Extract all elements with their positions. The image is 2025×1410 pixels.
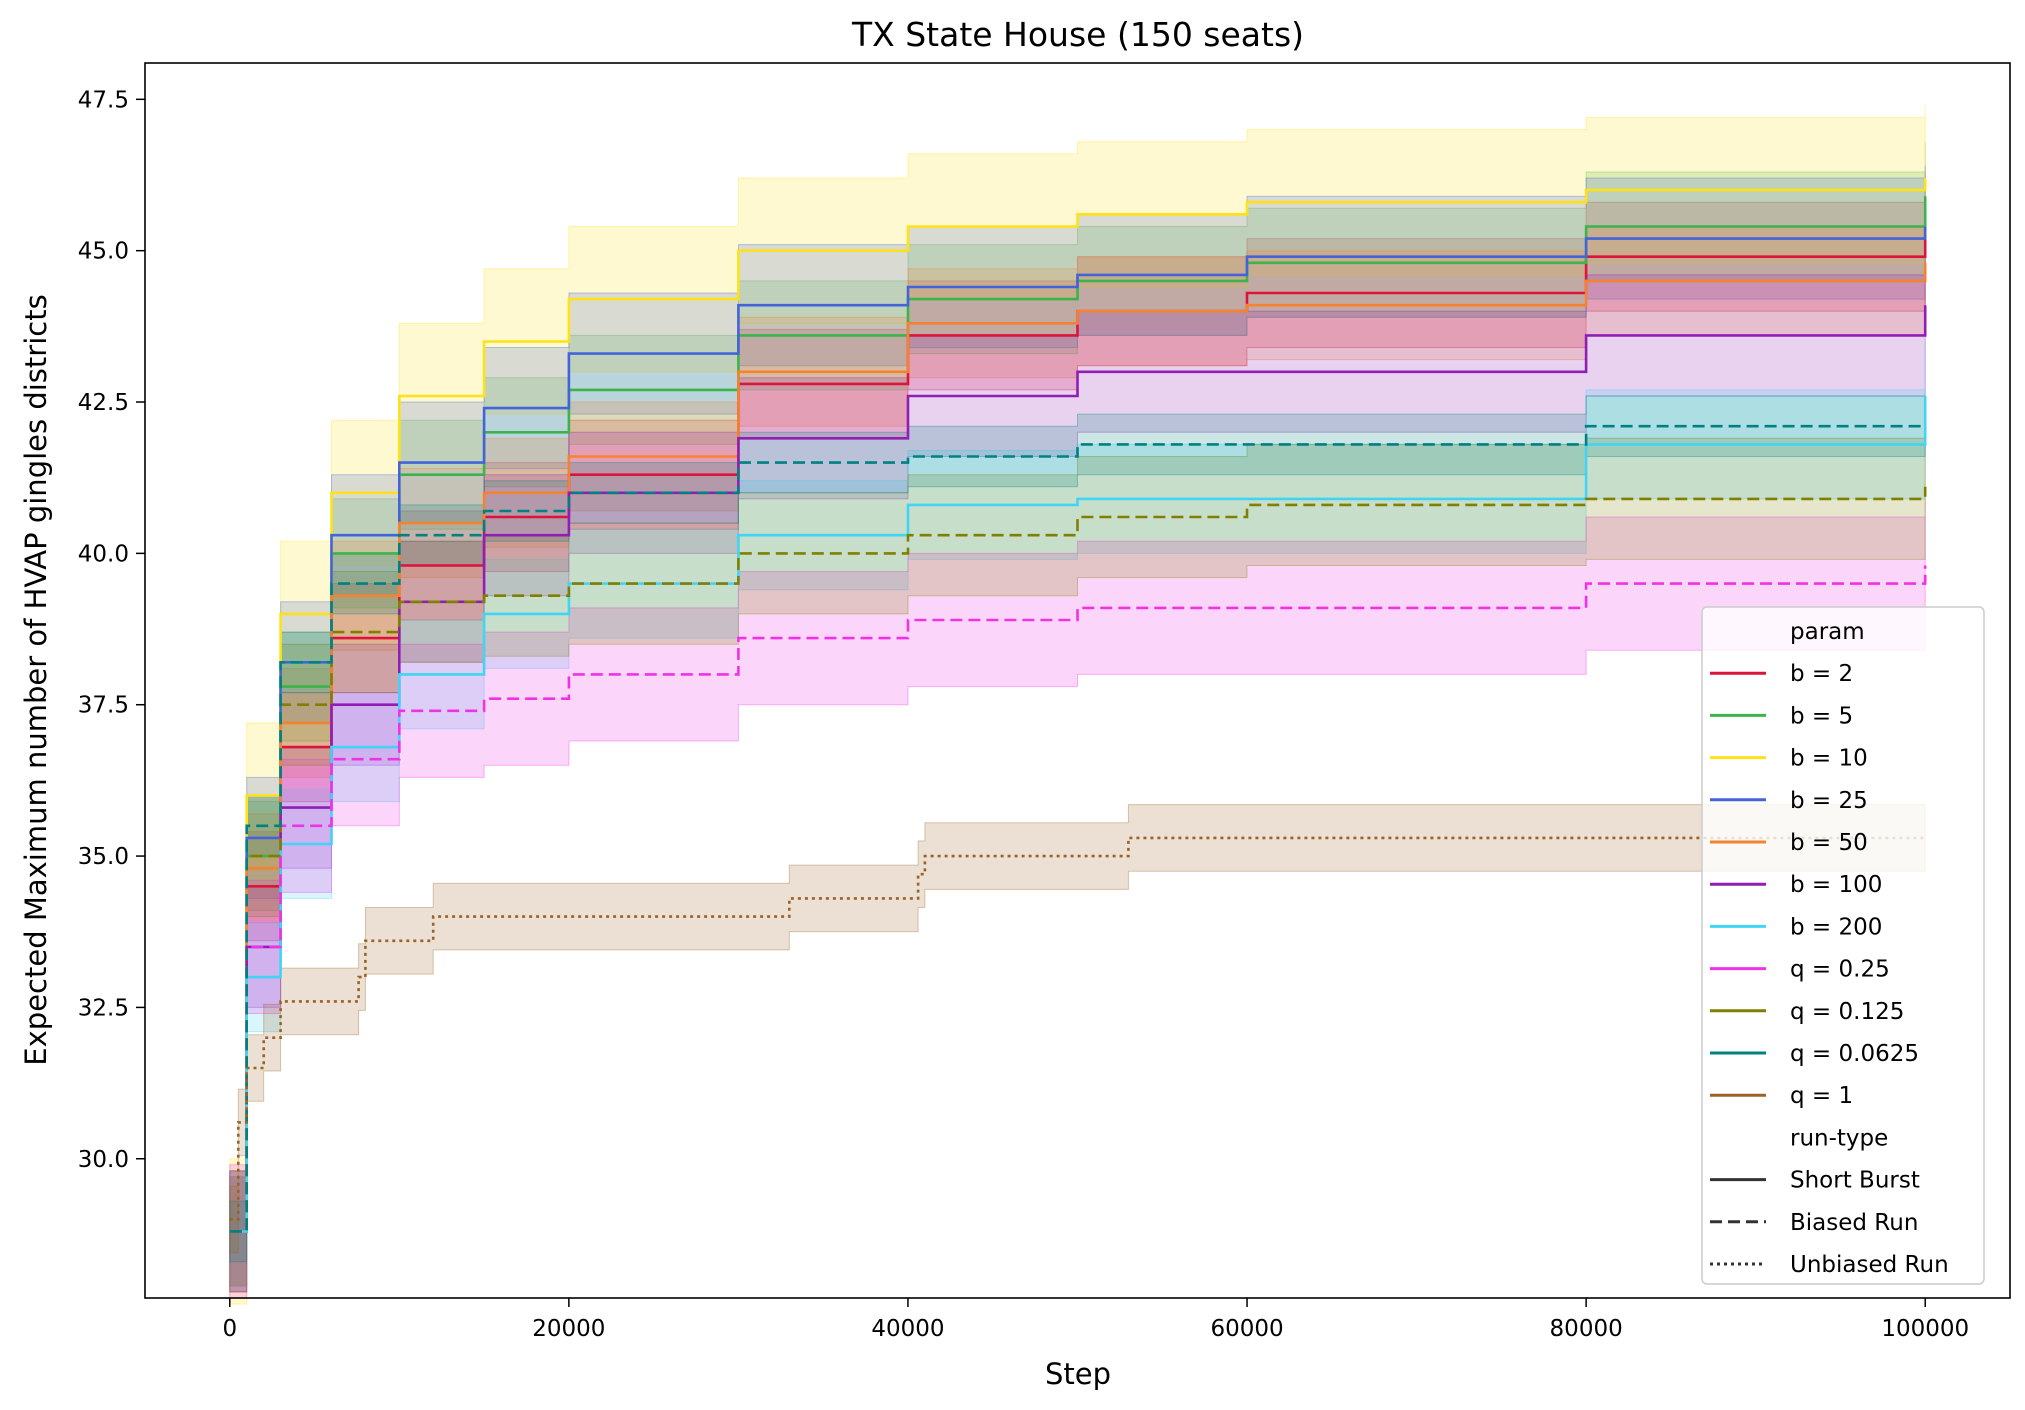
plot-frame — [144, 62, 2011, 1299]
y-tick-label: 32.5 — [78, 995, 129, 1021]
y-tick-label: 42.5 — [78, 390, 129, 416]
y-tick-label: 35.0 — [78, 844, 129, 870]
legend-label: b = 25 — [1790, 788, 1868, 814]
y-tick-label: 45.0 — [78, 239, 129, 265]
legend-label: q = 0.125 — [1790, 999, 1904, 1025]
x-tick-label: 60000 — [1210, 1316, 1283, 1342]
y-tick-label: 47.5 — [78, 87, 129, 113]
y-axis: 30.0 32.5 35.0 37.5 40.0 42.5 45.0 47.5 — [78, 87, 145, 1173]
x-axis: 0 20000 40000 60000 80000 100000 — [222, 1298, 1969, 1342]
y-tick-label: 30.0 — [78, 1147, 129, 1173]
x-tick-label: 0 — [222, 1316, 237, 1342]
legend-label: Biased Run — [1790, 1210, 1918, 1236]
legend-box — [1701, 606, 1985, 1285]
legend-label: q = 0.25 — [1790, 957, 1890, 983]
y-axis-label: Expected Maximum number of HVAP gingles … — [19, 294, 53, 1065]
legend-label: b = 100 — [1790, 872, 1882, 898]
x-axis-label: Step — [1045, 1357, 1111, 1391]
legend-label: b = 50 — [1790, 830, 1868, 856]
legend-label: Short Burst — [1790, 1168, 1920, 1194]
x-tick-label: 20000 — [532, 1316, 605, 1342]
x-tick-label: 40000 — [871, 1316, 944, 1342]
legend-label: q = 0.0625 — [1790, 1041, 1919, 1067]
series-line — [229, 178, 1927, 1233]
series-line — [229, 836, 1926, 1221]
series-line — [229, 424, 1926, 1233]
series-lines — [229, 178, 1927, 1233]
x-tick-label: 80000 — [1550, 1316, 1623, 1342]
legend-label: b = 5 — [1790, 703, 1853, 729]
legend: param b = 2 b = 5 b = 10 b = 25 b = 50 b = 100… — [1701, 606, 1985, 1285]
legend-label: Unbiased Run — [1790, 1252, 1949, 1278]
chart-title: TX State House (150 seats) — [851, 15, 1304, 54]
legend-label: q = 1 — [1790, 1083, 1853, 1109]
y-tick-label: 40.0 — [78, 541, 129, 567]
legend-label: b = 2 — [1790, 661, 1853, 687]
y-tick-label: 37.5 — [78, 693, 129, 719]
legend-label: b = 10 — [1790, 746, 1868, 772]
x-tick-label: 100000 — [1881, 1316, 1969, 1342]
legend-label: b = 200 — [1790, 914, 1882, 940]
legend-title-runtype: run-type — [1790, 1125, 1888, 1151]
legend-title-param: param — [1790, 619, 1865, 645]
